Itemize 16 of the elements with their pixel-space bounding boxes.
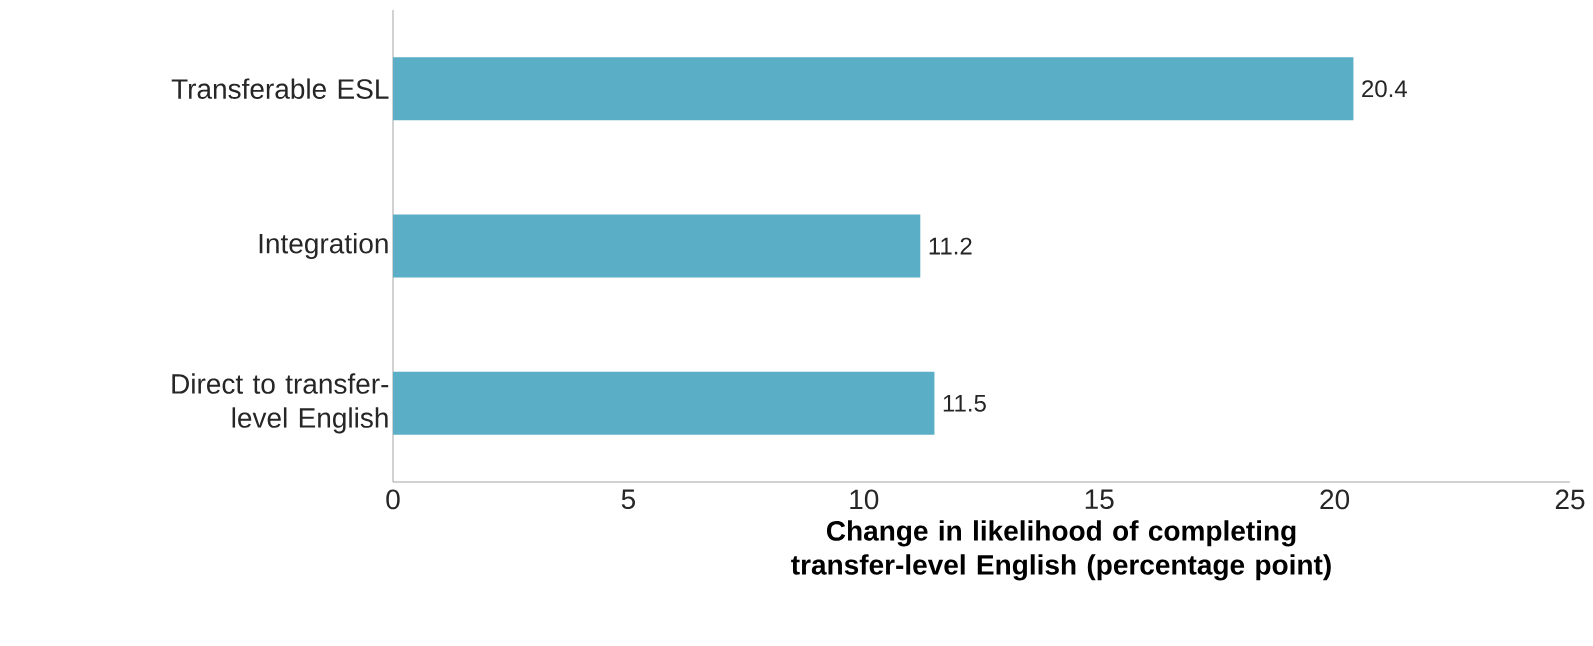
bar (393, 371, 935, 435)
y-tick-label: Transferable ESL (171, 78, 389, 99)
bar (393, 214, 921, 278)
data-label: 11.5 (943, 394, 986, 412)
x-tick-label: 20 (1320, 489, 1350, 510)
x-tick-label: 25 (1555, 489, 1585, 510)
y-tick-label: Direct to transfer-level English (172, 373, 389, 434)
data-label: 20.4 (1362, 80, 1407, 98)
x-tick-label: 0 (386, 489, 400, 510)
data-label: 11.2 (929, 237, 972, 255)
x-axis-title: Change in likelihood of completing transfer-level English (percentage point) (791, 520, 1331, 581)
y-tick-label: Integration (259, 232, 388, 260)
x-tick-label: 5 (621, 489, 636, 510)
x-tick-label: 15 (1085, 489, 1114, 510)
bar (393, 57, 1354, 121)
x-tick-label: 10 (850, 489, 879, 510)
